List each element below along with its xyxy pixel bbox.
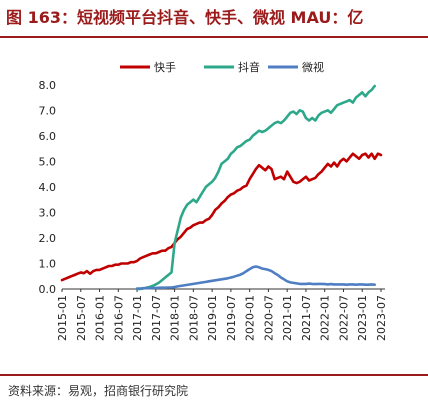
series-lines [60,84,383,291]
x-tick-label: 2023-07 [375,295,388,341]
x-tick-label: 2016-01 [94,295,107,341]
x-tick-label: 2023-01 [356,295,369,341]
y-tick-label: 6.0 [39,130,57,143]
series-line-2 [135,265,377,290]
y-tick-label: 4.0 [39,181,57,194]
y-tick-label: 0.0 [39,283,57,296]
x-tick-label: 2021-07 [300,295,313,341]
legend-label-1: 抖音 [238,60,260,74]
x-tick-label: 2018-07 [187,295,200,341]
series-line-0 [60,152,383,282]
y-tick-label: 3.0 [39,206,57,219]
x-tick-label: 2018-01 [169,295,182,341]
x-tick-label: 2015-01 [56,295,69,341]
source-divider [0,374,428,376]
legend-label-0: 快手 [154,60,176,74]
x-tick-label: 2021-01 [281,295,294,341]
x-tick-label: 2017-01 [131,295,144,341]
y-axis: 0.0 1.0 2.0 3.0 4.0 5.0 6.0 7.0 8.0 [39,79,57,296]
x-axis: 2015-01 2015-07 2016-01 2016-07 2017-01 2017-… [56,288,388,341]
x-tick-label: 2019-07 [225,295,238,341]
y-tick-label: 5.0 [39,155,57,168]
x-tick-label: 2017-07 [150,295,163,341]
y-tick-label: 7.0 [39,104,57,117]
legend: 快手 抖音 微视 [120,60,324,74]
x-tick-label: 2020-07 [262,295,275,341]
chart-title: 图 163：短视频平台抖音、快手、微视 MAU：亿 [6,8,364,27]
source-note: 资料来源：易观，招商银行研究院 [8,384,189,398]
x-tick-label: 2016-07 [112,295,125,341]
series-line-1 [135,84,377,291]
x-tick-label: 2022-07 [337,295,350,341]
title-divider [0,36,428,38]
y-tick-label: 1.0 [39,257,57,270]
x-tick-label: 2020-01 [244,295,257,341]
x-tick-label: 2019-01 [206,295,219,341]
x-tick-label: 2015-07 [75,295,88,341]
legend-label-2: 微视 [302,60,324,74]
y-tick-label: 8.0 [39,79,57,92]
x-tick-label: 2022-01 [319,295,332,341]
y-tick-label: 2.0 [39,232,57,245]
